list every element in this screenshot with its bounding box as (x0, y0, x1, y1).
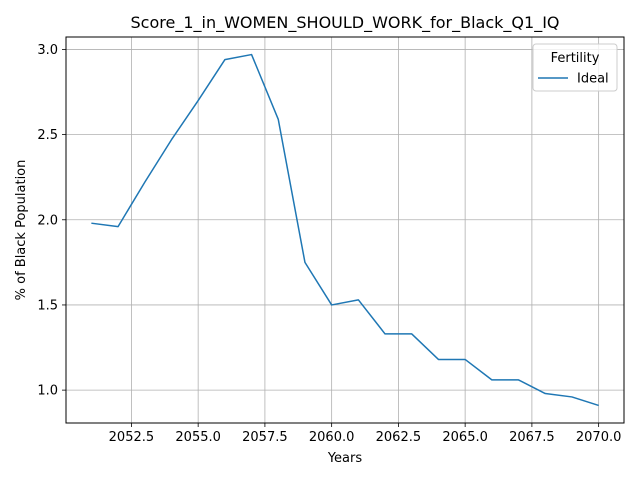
series-line-ideal (91, 53, 599, 407)
x-tick-label: 2055.0 (175, 430, 221, 445)
ticks-layer: 2052.5 2055.0 2057.5 2060.0 2062.5 2065.0 2067… (37, 43, 621, 445)
legend: Fertility Ideal (532, 43, 618, 92)
y-tick-label: 1.5 (37, 298, 58, 313)
legend-title: Fertility (551, 51, 600, 66)
legend-box (532, 43, 618, 92)
x-tick-label: 2052.5 (109, 430, 155, 445)
legend-entry-ideal: Ideal (577, 72, 609, 87)
x-tick-label: 2067.5 (509, 430, 555, 445)
y-tick-label: 1.0 (37, 384, 58, 399)
y-tick-label: 2.5 (37, 128, 58, 143)
y-axis-label: % of Black Population (14, 160, 29, 301)
series-layer (91, 53, 599, 407)
x-tick-label: 2062.5 (376, 430, 422, 445)
x-tick-label: 2057.5 (242, 430, 288, 445)
grid-lines (66, 37, 624, 423)
x-tick-label: 2065.0 (442, 430, 488, 445)
chart-title: Score_1_in_WOMEN_SHOULD_WORK_for_Black_Q… (131, 13, 560, 33)
y-tick-label: 3.0 (37, 43, 58, 58)
x-axis-label: Years (327, 451, 363, 466)
x-tick-label: 2070.0 (576, 430, 622, 445)
axes-frame (65, 36, 625, 424)
x-tick-label: 2060.0 (309, 430, 355, 445)
y-tick-label: 2.0 (37, 213, 58, 228)
